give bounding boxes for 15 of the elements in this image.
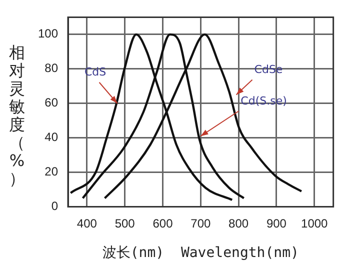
y-tick-label: 20 (44, 164, 58, 179)
x-tick-label: 700 (190, 216, 211, 230)
y-tick-label: 0 (51, 199, 58, 214)
x-tick-label: 800 (228, 216, 249, 230)
y-axis-title: 相对灵敏度（%） (9, 43, 25, 188)
x-tick-label: 600 (152, 216, 174, 230)
y-tick-label: 100 (38, 26, 58, 41)
x-tick-label: 1000 (301, 216, 328, 230)
y-tick-label: 40 (44, 130, 58, 144)
x-axis-title: 波长(nm) Wavelength(nm) (102, 245, 299, 262)
x-tick-label: 500 (114, 216, 136, 230)
x-tick-label: 900 (266, 216, 287, 230)
y-tick-label: 80 (44, 61, 58, 76)
x-tick-label: 400 (76, 216, 98, 230)
y-tick-label: 60 (44, 96, 58, 110)
